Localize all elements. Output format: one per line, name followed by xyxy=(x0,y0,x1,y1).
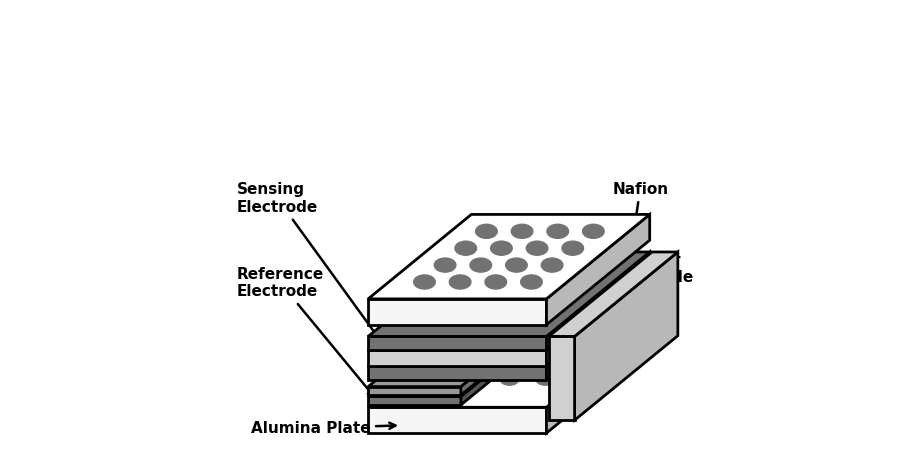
Polygon shape xyxy=(368,387,461,395)
Ellipse shape xyxy=(541,258,563,272)
Ellipse shape xyxy=(583,224,604,238)
Polygon shape xyxy=(549,252,678,337)
Polygon shape xyxy=(461,353,515,405)
Polygon shape xyxy=(368,407,546,433)
Polygon shape xyxy=(546,266,650,365)
Polygon shape xyxy=(368,343,515,387)
Text: Sensing
Electrode: Sensing Electrode xyxy=(237,182,379,338)
Polygon shape xyxy=(546,282,650,379)
Text: Alumina Plate: Alumina Plate xyxy=(250,421,395,436)
Ellipse shape xyxy=(455,241,477,255)
Polygon shape xyxy=(546,252,650,350)
Polygon shape xyxy=(368,351,546,365)
Polygon shape xyxy=(368,366,546,379)
Polygon shape xyxy=(461,343,515,395)
Ellipse shape xyxy=(499,345,517,357)
Ellipse shape xyxy=(500,373,519,385)
Polygon shape xyxy=(575,252,678,420)
Polygon shape xyxy=(368,353,515,396)
Ellipse shape xyxy=(414,275,435,289)
Polygon shape xyxy=(368,396,461,405)
Ellipse shape xyxy=(470,258,492,272)
Polygon shape xyxy=(368,252,650,337)
Polygon shape xyxy=(368,266,650,351)
Ellipse shape xyxy=(463,345,482,357)
Ellipse shape xyxy=(476,224,497,238)
Ellipse shape xyxy=(491,241,512,255)
Polygon shape xyxy=(368,299,546,325)
Ellipse shape xyxy=(505,258,528,272)
Text: Reference
Electrode: Reference Electrode xyxy=(237,267,374,396)
Polygon shape xyxy=(368,337,546,350)
Ellipse shape xyxy=(434,258,456,272)
Polygon shape xyxy=(546,214,650,325)
Polygon shape xyxy=(368,323,650,407)
Ellipse shape xyxy=(562,241,584,255)
Ellipse shape xyxy=(547,224,568,238)
Polygon shape xyxy=(549,337,575,420)
Ellipse shape xyxy=(527,241,548,255)
Polygon shape xyxy=(368,282,650,366)
Ellipse shape xyxy=(536,373,554,385)
Ellipse shape xyxy=(535,345,553,357)
Ellipse shape xyxy=(485,275,506,289)
Ellipse shape xyxy=(520,275,542,289)
Ellipse shape xyxy=(429,373,447,385)
Ellipse shape xyxy=(511,224,533,238)
Ellipse shape xyxy=(449,275,471,289)
Polygon shape xyxy=(546,323,650,433)
Text: Nafion: Nafion xyxy=(613,182,668,310)
Ellipse shape xyxy=(465,373,483,385)
Text: Counter
Electrode: Counter Electrode xyxy=(592,253,693,396)
Polygon shape xyxy=(368,214,650,299)
Ellipse shape xyxy=(570,345,589,357)
